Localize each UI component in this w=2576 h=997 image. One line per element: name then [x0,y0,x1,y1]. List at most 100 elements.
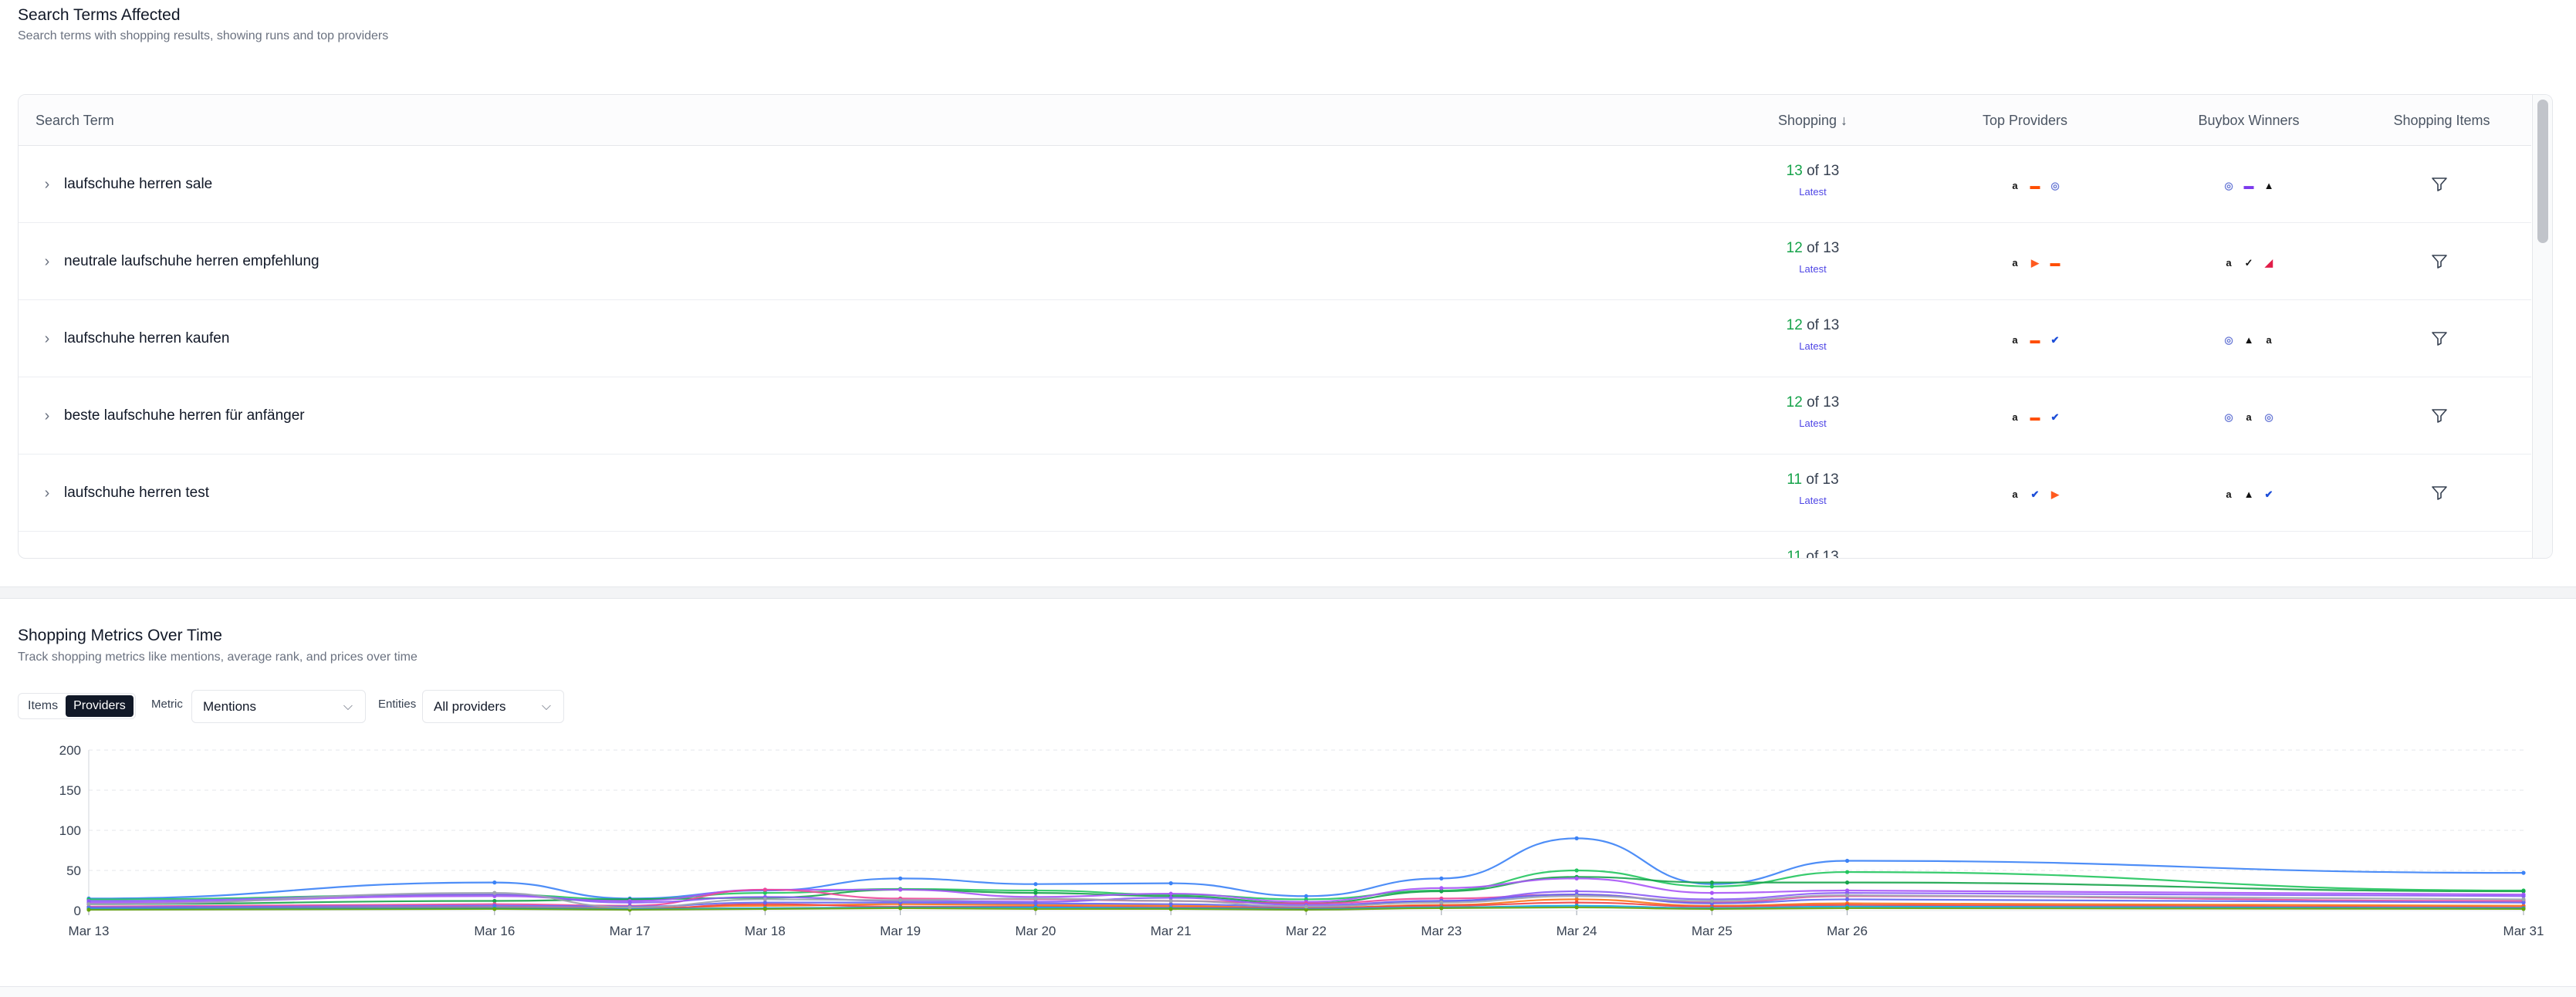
latest-link[interactable]: Latest [1799,340,1827,352]
series-point[interactable] [1033,882,1038,887]
series-point[interactable] [1033,896,1038,901]
series-point[interactable] [1033,907,1038,911]
filter-icon[interactable] [2430,407,2449,425]
series-point[interactable] [1574,868,1579,873]
latest-link[interactable]: Latest [1799,186,1827,198]
table-scrollbar[interactable] [2532,95,2552,558]
filter-icon[interactable] [2430,330,2449,348]
series-point[interactable] [2521,889,2526,894]
amazon-icon: a [2246,411,2252,423]
series-point[interactable] [1168,881,1173,886]
series-point[interactable] [1439,889,1444,894]
series-point[interactable] [2521,907,2526,911]
series-point[interactable] [1168,907,1173,911]
series-point[interactable] [762,897,767,902]
chevron-right-icon[interactable]: › [44,485,50,502]
toggle-providers[interactable]: Providers [66,695,134,717]
filter-icon[interactable] [2430,484,2449,502]
series-point[interactable] [492,907,497,911]
series-point[interactable] [1709,907,1714,911]
series-point[interactable] [1574,901,1579,905]
series-point[interactable] [1303,904,1309,909]
series-point[interactable] [1168,891,1173,896]
filter-icon[interactable] [2430,252,2449,271]
series-point[interactable] [1439,901,1444,905]
series-point[interactable] [1845,906,1850,911]
series-point[interactable] [86,898,91,904]
series-point[interactable] [2521,897,2526,902]
series-point[interactable] [1574,876,1579,880]
series-point[interactable] [1439,906,1444,911]
series-point[interactable] [1303,907,1309,912]
series-point[interactable] [898,887,903,892]
amazon-icon: a [2012,333,2018,346]
column-shopping-items[interactable]: Shopping Items [2393,113,2490,128]
latest-link[interactable]: Latest [1799,417,1827,429]
series-point[interactable] [762,901,767,905]
shopping-count-cell: 11 of 13 Latest [1682,549,1944,558]
series-point[interactable] [492,891,497,895]
column-top-providers[interactable]: Top Providers [1982,113,2068,128]
series-point[interactable] [898,897,903,903]
series-point[interactable] [2521,870,2526,875]
series-point[interactable] [1439,876,1444,880]
column-buybox-winners[interactable]: Buybox Winners [2198,113,2300,128]
series-point[interactable] [762,891,767,895]
series-point[interactable] [86,907,91,912]
series-point[interactable] [1574,889,1579,894]
series-point[interactable] [1845,870,1850,874]
series-point[interactable] [1845,893,1850,897]
series-point[interactable] [1574,897,1579,902]
series-point[interactable] [1709,884,1714,889]
series-point[interactable] [1574,905,1579,910]
table-row[interactable]: › laufschuhe herren sale 13 of 13 Latest … [19,146,2531,223]
series-point[interactable] [492,880,497,885]
series-point[interactable] [1709,898,1714,904]
toggle-items[interactable]: Items [28,699,59,712]
chevron-right-icon[interactable]: › [44,407,50,424]
series-point[interactable] [1439,886,1444,891]
chevron-right-icon[interactable]: › [44,176,50,193]
table-row[interactable]: › laufschuhe herren kaufen 12 of 13 Lates… [19,300,2531,377]
series-point[interactable] [1574,836,1579,840]
x-tick-label: Mar 17 [610,924,651,938]
series-point[interactable] [492,898,497,904]
latest-link[interactable]: Latest [1799,495,1827,506]
series-point[interactable] [627,901,632,905]
series-point[interactable] [898,906,903,911]
series-point[interactable] [2521,894,2526,898]
series-point[interactable] [1168,898,1173,904]
chevron-right-icon[interactable]: › [44,253,50,270]
column-shopping-sort[interactable]: Shopping ↓ [1777,113,1848,128]
series-point[interactable] [762,907,767,911]
table-row[interactable]: 11 of 13 Latest [19,532,2531,558]
series-point[interactable] [898,876,903,880]
chevron-right-icon[interactable]: › [44,330,50,347]
series-point[interactable] [1303,894,1309,898]
series-point[interactable] [1168,895,1173,900]
table-row[interactable]: › beste laufschuhe herren für anfänger 12… [19,377,2531,455]
series-point[interactable] [1709,880,1714,885]
series-point[interactable] [762,887,767,892]
filter-icon[interactable] [2430,175,2449,194]
series-point[interactable] [1574,894,1579,898]
series-point[interactable] [1845,897,1850,902]
series-point[interactable] [1168,902,1173,907]
series-point[interactable] [627,905,632,910]
table-row[interactable]: › laufschuhe herren test 11 of 13 Latest … [19,455,2531,532]
series-point[interactable] [1709,891,1714,895]
table-scrollbar-thumb[interactable] [2537,100,2548,243]
series-point[interactable] [1845,858,1850,864]
table-row[interactable]: › neutrale laufschuhe herren empfehlung 1… [19,223,2531,300]
metric-select[interactable]: Mentions ⌵ [191,690,366,723]
series-point[interactable] [1033,891,1038,895]
y-tick-label: 100 [59,823,81,838]
column-search-term[interactable]: Search Term [35,113,114,128]
latest-link[interactable]: Latest [1799,263,1827,275]
series-point[interactable] [1033,901,1038,906]
series-point[interactable] [86,902,91,907]
entities-select[interactable]: All providers ⌵ [422,690,564,723]
series-point[interactable] [2521,901,2526,905]
series-point[interactable] [1845,880,1850,885]
nike-icon: ✓ [2244,256,2253,269]
